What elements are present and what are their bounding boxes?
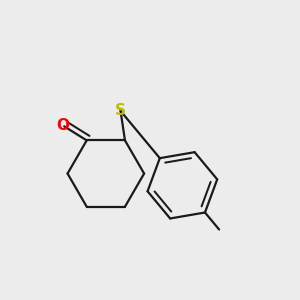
Text: S: S: [115, 103, 126, 118]
Text: O: O: [56, 118, 69, 133]
